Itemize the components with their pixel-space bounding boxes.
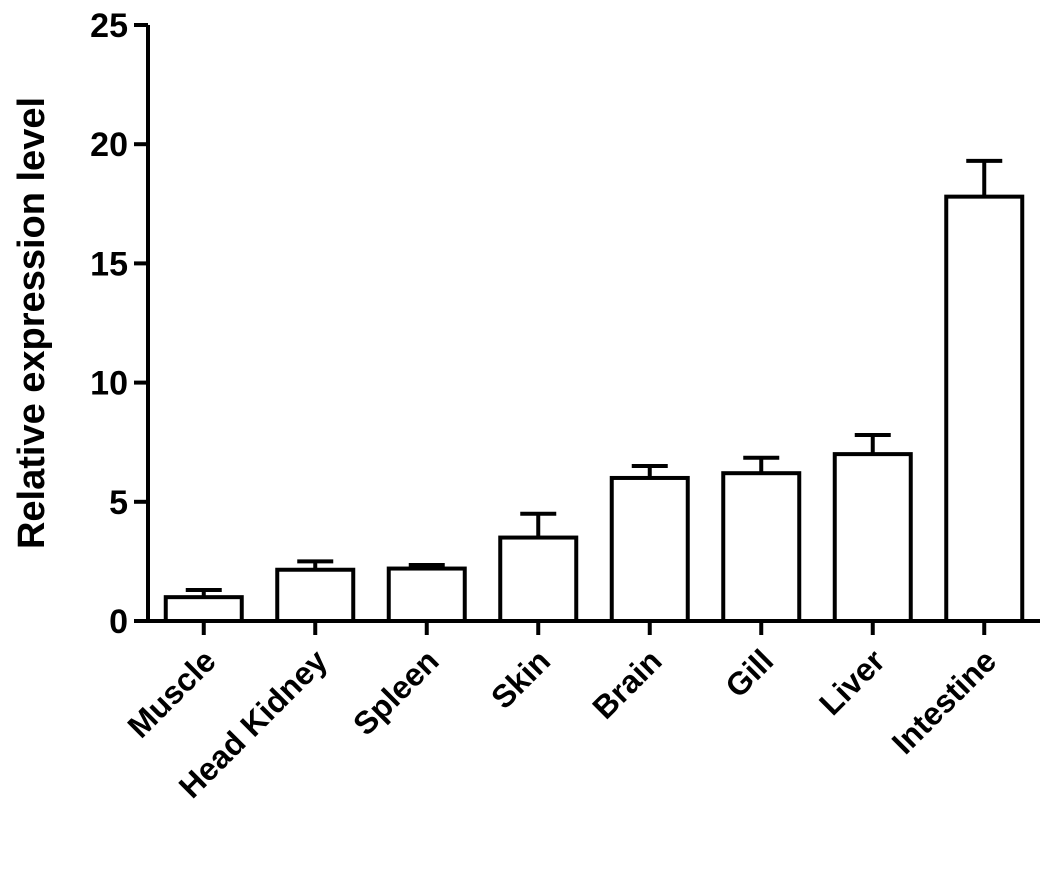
- x-tick-label-intestine: Intestine: [885, 642, 1003, 760]
- bar-skin: [498, 535, 579, 623]
- x-tick-label-spleen: Spleen: [346, 642, 446, 742]
- bar-gill: [721, 471, 802, 623]
- y-tick-labels: 0 5 10 15 20 25: [90, 7, 128, 641]
- bar-head-kidney: [275, 567, 356, 624]
- y-tick-label-0: 0: [109, 603, 128, 641]
- x-tick-label-brain: Brain: [585, 642, 668, 725]
- y-axis-label: Relative expression level: [11, 97, 53, 549]
- bar-muscle: [163, 595, 244, 623]
- x-tick-label-skin: Skin: [484, 642, 557, 715]
- y-tick-label-20: 20: [90, 126, 128, 164]
- x-tick-label-liver: Liver: [812, 642, 892, 722]
- y-tick-label-15: 15: [90, 245, 128, 283]
- bar-intestine: [944, 194, 1025, 623]
- y-tick-label-10: 10: [90, 365, 128, 403]
- bar-spleen: [386, 566, 467, 623]
- bar-brain: [609, 475, 690, 623]
- x-tick-label-gill: Gill: [718, 642, 780, 704]
- y-tick-label-5: 5: [109, 484, 128, 522]
- bars: [163, 194, 1025, 624]
- bar-liver: [832, 452, 913, 623]
- x-tick-label-muscle: Muscle: [121, 642, 223, 744]
- y-tick-label-25: 25: [90, 7, 128, 45]
- error-bars: [185, 158, 1003, 598]
